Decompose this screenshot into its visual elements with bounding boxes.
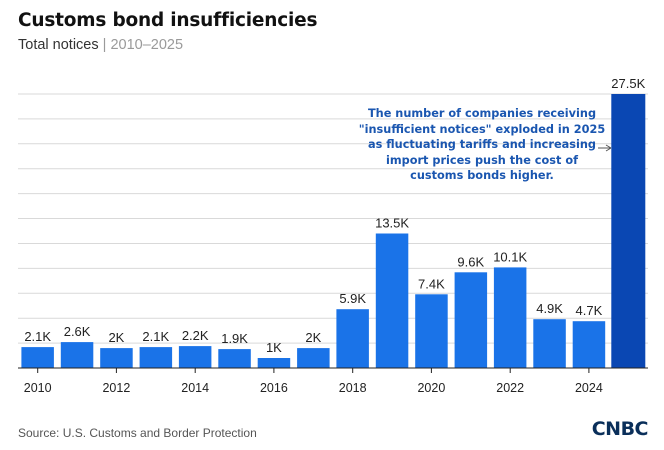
- gridlines: [18, 93, 648, 344]
- x-tick-label: 2022: [496, 381, 524, 395]
- bar-value-label: 7.4K: [418, 276, 445, 291]
- bar-2023: [533, 319, 566, 368]
- chart-subtitle: Total notices | 2010–2025: [18, 37, 183, 53]
- x-tick-label: 2016: [260, 381, 288, 395]
- bar-value-label: 2.1K: [142, 329, 169, 344]
- chart-annotation: The number of companies receiving "insuf…: [358, 107, 606, 182]
- x-tick-label: 2018: [339, 381, 367, 395]
- bar-2011: [60, 342, 94, 368]
- bar-2022: [493, 267, 527, 368]
- cnbc-logo: CNBC: [591, 418, 649, 440]
- bar-2012: [100, 348, 133, 368]
- bar-2013: [139, 347, 173, 368]
- bar-value-label: 13.5K: [375, 216, 409, 231]
- bar-2016: [257, 358, 291, 368]
- bar-2017: [297, 348, 330, 368]
- x-tick-label: 2024: [575, 381, 603, 395]
- bar-value-label: 2K: [305, 330, 321, 345]
- chart-title: Customs bond insufficiencies: [18, 10, 318, 31]
- bar-value-label: 27.5K: [611, 76, 645, 91]
- x-tick-label: 2014: [181, 381, 209, 395]
- annotation-arrow-head: [605, 144, 612, 152]
- bar-value-label: 2.2K: [182, 328, 209, 343]
- bar-value-label: 10.1K: [493, 249, 527, 264]
- bar-value-labels: 2.1K 2.6K 2K 2.1K 2.2K 1.9K 1K 2K 5.9K 13.5K 7.4K 9…: [24, 76, 645, 355]
- bar-value-label: 2.6K: [64, 324, 91, 339]
- bar-2024: [572, 321, 606, 368]
- bar-value-label: 4.9K: [536, 301, 563, 316]
- bar-2019: [375, 233, 409, 368]
- annotation-arrow: [598, 144, 612, 152]
- bar-2014: [178, 346, 212, 368]
- bar-2021: [454, 272, 488, 368]
- bar-2020: [415, 294, 448, 368]
- bars: [21, 94, 646, 368]
- x-axis-ticks: 2010 2012 2014 2016 2018 2020 2022 2024: [24, 368, 603, 395]
- subtitle-main: Total notices: [18, 37, 99, 53]
- bar-2018: [336, 309, 369, 368]
- bar-2025: [611, 94, 646, 368]
- bar-value-label: 1.9K: [221, 331, 248, 346]
- bar-value-label: 4.7K: [576, 303, 603, 318]
- bar-value-label: 5.9K: [339, 291, 366, 306]
- x-tick-label: 2012: [102, 381, 130, 395]
- bar-value-label: 1K: [266, 340, 282, 355]
- x-tick-label: 2010: [24, 381, 52, 395]
- source-note: Source: U.S. Customs and Border Protecti…: [18, 426, 257, 440]
- bar-2015: [218, 349, 251, 368]
- bar-value-label: 2K: [108, 330, 124, 345]
- subtitle-range: 2010–2025: [110, 37, 184, 53]
- bar-value-label: 2.1K: [24, 329, 51, 344]
- bar-2010: [21, 347, 54, 368]
- x-tick-label: 2020: [417, 381, 445, 395]
- bar-value-label: 9.6K: [457, 254, 484, 269]
- subtitle-separator: |: [98, 37, 111, 53]
